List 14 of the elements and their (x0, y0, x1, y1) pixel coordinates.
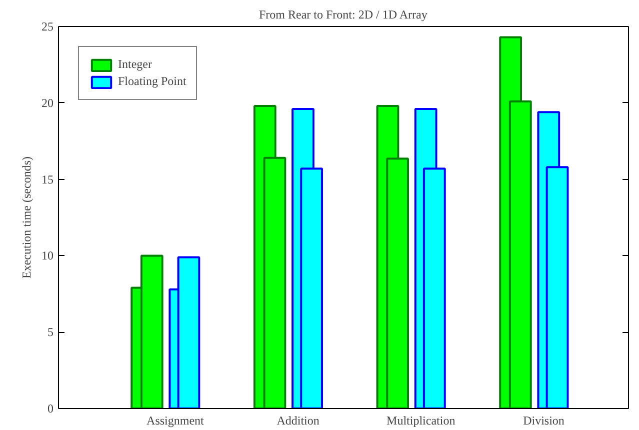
y-tick-label: 25 (42, 20, 54, 34)
x-tick-label: Assignment (146, 414, 205, 428)
x-tick-label: Multiplication (386, 414, 456, 428)
legend-label: Floating Point (118, 74, 186, 89)
y-tick-label: 10 (42, 248, 54, 263)
y-tick-label: 15 (42, 172, 54, 186)
y-tick-label: 0 (48, 402, 54, 416)
x-tick-label: Addition (276, 414, 320, 428)
y-axis-title: Execution time (seconds) (20, 156, 34, 278)
x-tick-label: Division (523, 414, 564, 428)
y-tick-label: 20 (42, 96, 54, 110)
legend-label: Integer (118, 57, 152, 72)
y-tick-label: 5 (48, 325, 54, 340)
chart-title: From Rear to Front: 2D / 1D Array (259, 8, 428, 22)
